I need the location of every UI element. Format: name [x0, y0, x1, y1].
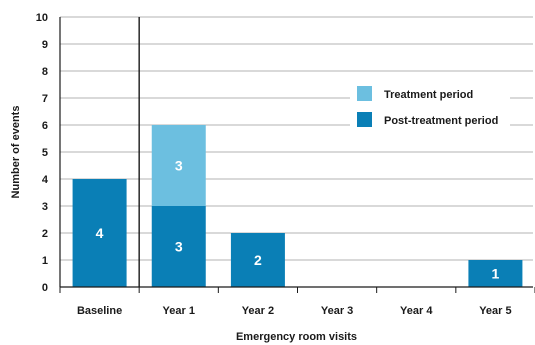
legend-background [350, 82, 510, 140]
bar-baseline-post-treatment [72, 179, 127, 287]
x-tick-label: Year 5 [479, 305, 511, 317]
x-tick-label: Year 3 [321, 305, 353, 317]
bar-year-2-post-treatment [230, 233, 285, 287]
y-tick-label: 9 [42, 39, 48, 51]
legend: Treatment period Post-treatment period [350, 82, 510, 140]
axes [59, 17, 535, 293]
y-tick-label: 5 [42, 147, 48, 159]
y-tick-labels: 0 1 2 3 4 5 6 7 8 9 10 [36, 12, 49, 294]
y-tick-label: 7 [42, 93, 48, 105]
y-tick-label: 6 [42, 120, 48, 132]
x-axis-title: Emergency room visits [236, 331, 357, 343]
x-tick-labels: Baseline Year 1 Year 2 Year 3 Year 4 Year 5 [77, 305, 512, 317]
data-label: 4 [96, 225, 104, 241]
x-tick-label: Baseline [77, 305, 122, 317]
legend-label: Post-treatment period [384, 115, 498, 127]
x-tick-label: Year 2 [242, 305, 274, 317]
data-label: 1 [492, 266, 500, 282]
bar-year-1-post-treatment [151, 206, 206, 287]
data-label: 3 [175, 158, 183, 174]
data-label: 2 [254, 252, 262, 268]
y-tick-label: 2 [42, 228, 48, 240]
legend-swatch-treatment [357, 86, 372, 101]
y-tick-label: 3 [42, 201, 48, 213]
bars [72, 125, 523, 287]
bar-year-5-post-treatment [468, 260, 523, 287]
y-tick-label: 8 [42, 66, 48, 78]
y-tick-label: 10 [36, 12, 48, 24]
x-tick-label: Year 1 [163, 305, 195, 317]
data-label: 3 [175, 239, 183, 255]
bar-year-1-treatment [151, 125, 206, 206]
y-tick-label: 0 [42, 282, 48, 294]
data-labels: 4 3 2 1 3 [96, 158, 500, 282]
y-tick-label: 4 [42, 174, 49, 186]
y-axis-title: Number of events [10, 106, 22, 199]
legend-swatch-post-treatment [357, 112, 372, 127]
y-tick-label: 1 [42, 255, 48, 267]
x-tick-label: Year 4 [400, 305, 433, 317]
legend-label: Treatment period [384, 89, 473, 101]
